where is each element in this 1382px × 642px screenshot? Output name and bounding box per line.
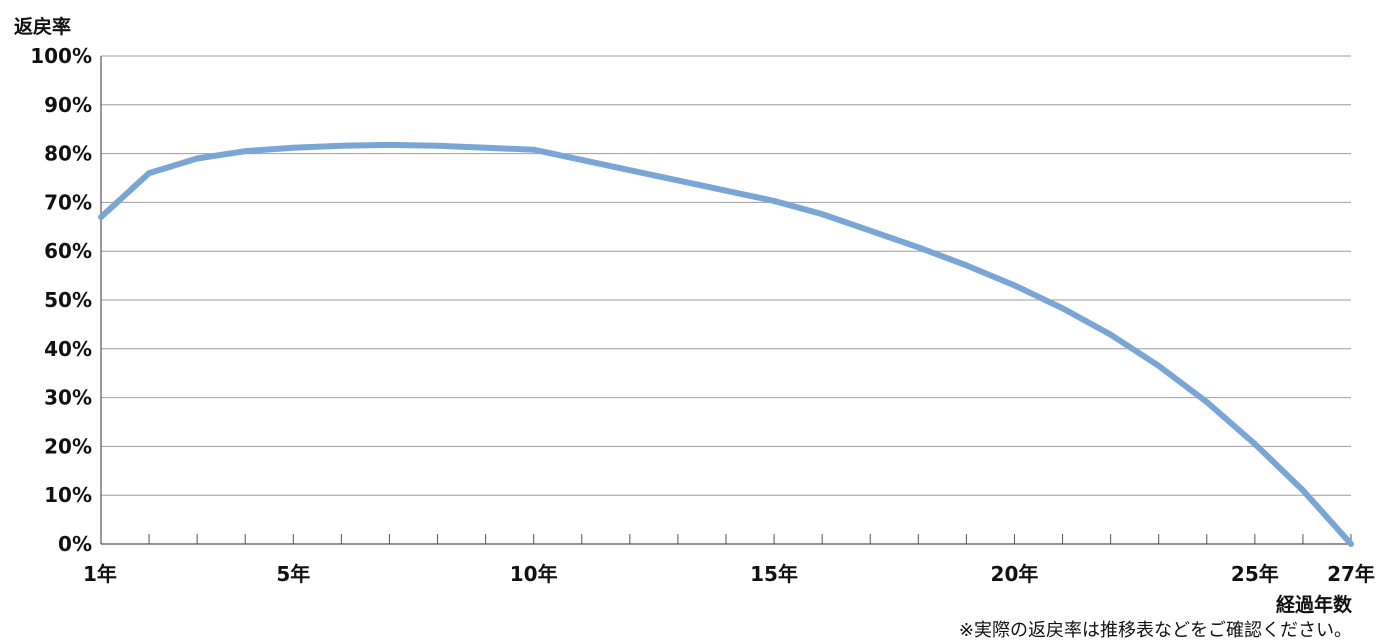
y-tick-label-10: 100%	[30, 44, 92, 68]
footnote: ※実際の返戻率は推移表などをご確認ください。	[958, 620, 1352, 641]
series-line-0	[98, 141, 1354, 547]
y-tick-label-7: 70%	[44, 190, 92, 214]
gridlines	[101, 55, 1351, 496]
x-axis-ticks	[148, 534, 1304, 544]
y-tick-label-4: 40%	[44, 337, 92, 361]
y-axis-title: 返戻率	[14, 16, 72, 38]
x-tick-label-2: 10年	[510, 562, 558, 586]
y-tick-label-2: 20%	[44, 434, 92, 458]
y-tick-label-5: 50%	[44, 288, 92, 312]
x-tick-label-6: 27年	[1327, 562, 1375, 586]
x-tick-label-1: 5年	[276, 562, 310, 586]
x-axis-tick-labels: 1年 5年 10年 15年 20年 25年 27年	[83, 562, 1375, 586]
y-tick-label-0: 0%	[58, 532, 92, 556]
series-lines	[98, 141, 1354, 547]
y-tick-label-8: 80%	[44, 142, 92, 166]
y-tick-label-1: 10%	[44, 483, 92, 507]
x-tick-label-3: 15年	[750, 562, 798, 586]
y-tick-label-6: 60%	[44, 239, 92, 263]
x-axis-title: 経過年数	[1275, 594, 1352, 616]
x-tick-label-0: 1年	[83, 562, 117, 586]
x-tick-label-5: 25年	[1231, 562, 1279, 586]
y-tick-label-9: 90%	[44, 93, 92, 117]
y-tick-label-3: 30%	[44, 386, 92, 410]
y-axis-tick-labels: 0% 10% 20% 30% 40% 50% 60% 70% 80% 90% 100%	[30, 44, 92, 556]
x-tick-label-4: 20年	[991, 562, 1039, 586]
